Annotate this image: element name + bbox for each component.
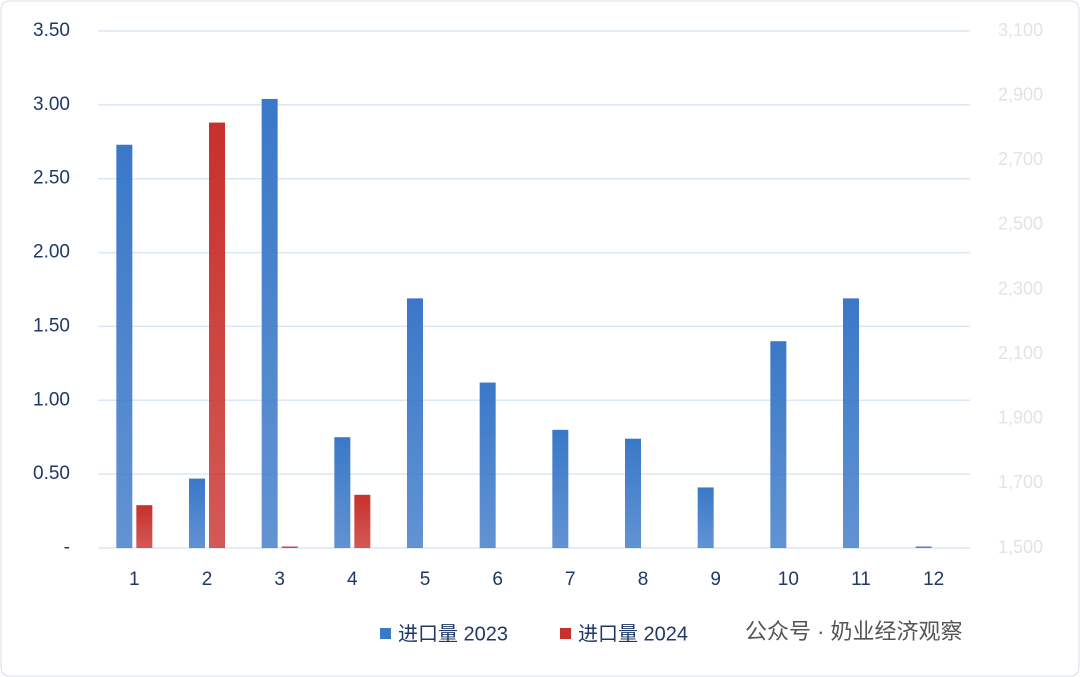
- x-tick-label: 3: [274, 569, 285, 590]
- legend-label: 进口量 2024: [578, 622, 688, 645]
- bar: [189, 478, 205, 548]
- y2-tick-label: 2,100: [998, 343, 1043, 363]
- y2-tick-label: 2,500: [998, 214, 1043, 234]
- bar: [354, 494, 371, 548]
- y-tick-label: 1.50: [33, 315, 70, 336]
- y2-tick-label: 3,100: [998, 20, 1043, 40]
- bar: [552, 429, 569, 548]
- y2-tick-label: 1,700: [998, 472, 1043, 492]
- bar: [334, 437, 351, 548]
- x-tick-label: 11: [851, 569, 871, 590]
- bar: [479, 382, 496, 548]
- bar: [136, 505, 153, 548]
- x-tick-label: 12: [923, 569, 944, 590]
- bar: [843, 298, 859, 548]
- legend-swatch: [380, 628, 391, 639]
- bar: [697, 487, 714, 548]
- y2-tick-label: 2,300: [998, 278, 1043, 298]
- y2-tick-label: 1,500: [998, 537, 1043, 557]
- watermark: 公众号 · 奶业经济观察: [745, 619, 963, 644]
- y-tick-label: 0.50: [33, 463, 70, 484]
- y-tick-label: 2.00: [33, 242, 70, 263]
- x-tick-label: 9: [710, 569, 721, 590]
- bar: [281, 546, 298, 548]
- bar: [770, 341, 787, 548]
- bar: [625, 438, 641, 548]
- x-tick-label: 5: [420, 569, 431, 590]
- bar: [407, 298, 423, 548]
- x-tick-label: 4: [347, 569, 358, 590]
- y2-tick-label: 2,900: [998, 84, 1043, 104]
- y-tick-label: 3.50: [33, 20, 70, 41]
- bar: [209, 122, 225, 548]
- y2-tick-label: 2,700: [998, 149, 1043, 169]
- x-tick-label: 2: [202, 569, 213, 590]
- bar: [116, 144, 133, 549]
- x-tick-label: 10: [778, 569, 799, 590]
- y2-tick-label: 1,900: [998, 408, 1043, 428]
- x-tick-label: 1: [129, 569, 140, 590]
- x-tick-label: 7: [565, 569, 576, 590]
- y-tick-label: -: [64, 537, 70, 558]
- y-tick-label: 1.00: [33, 389, 70, 410]
- bar: [261, 98, 278, 548]
- x-tick-label: 8: [638, 569, 649, 590]
- bar: [915, 546, 932, 548]
- legend-swatch: [560, 628, 571, 639]
- legend-label: 进口量 2023: [398, 622, 508, 645]
- y-tick-label: 2.50: [33, 168, 70, 189]
- x-tick-label: 6: [492, 569, 503, 590]
- y-tick-label: 3.00: [33, 94, 70, 115]
